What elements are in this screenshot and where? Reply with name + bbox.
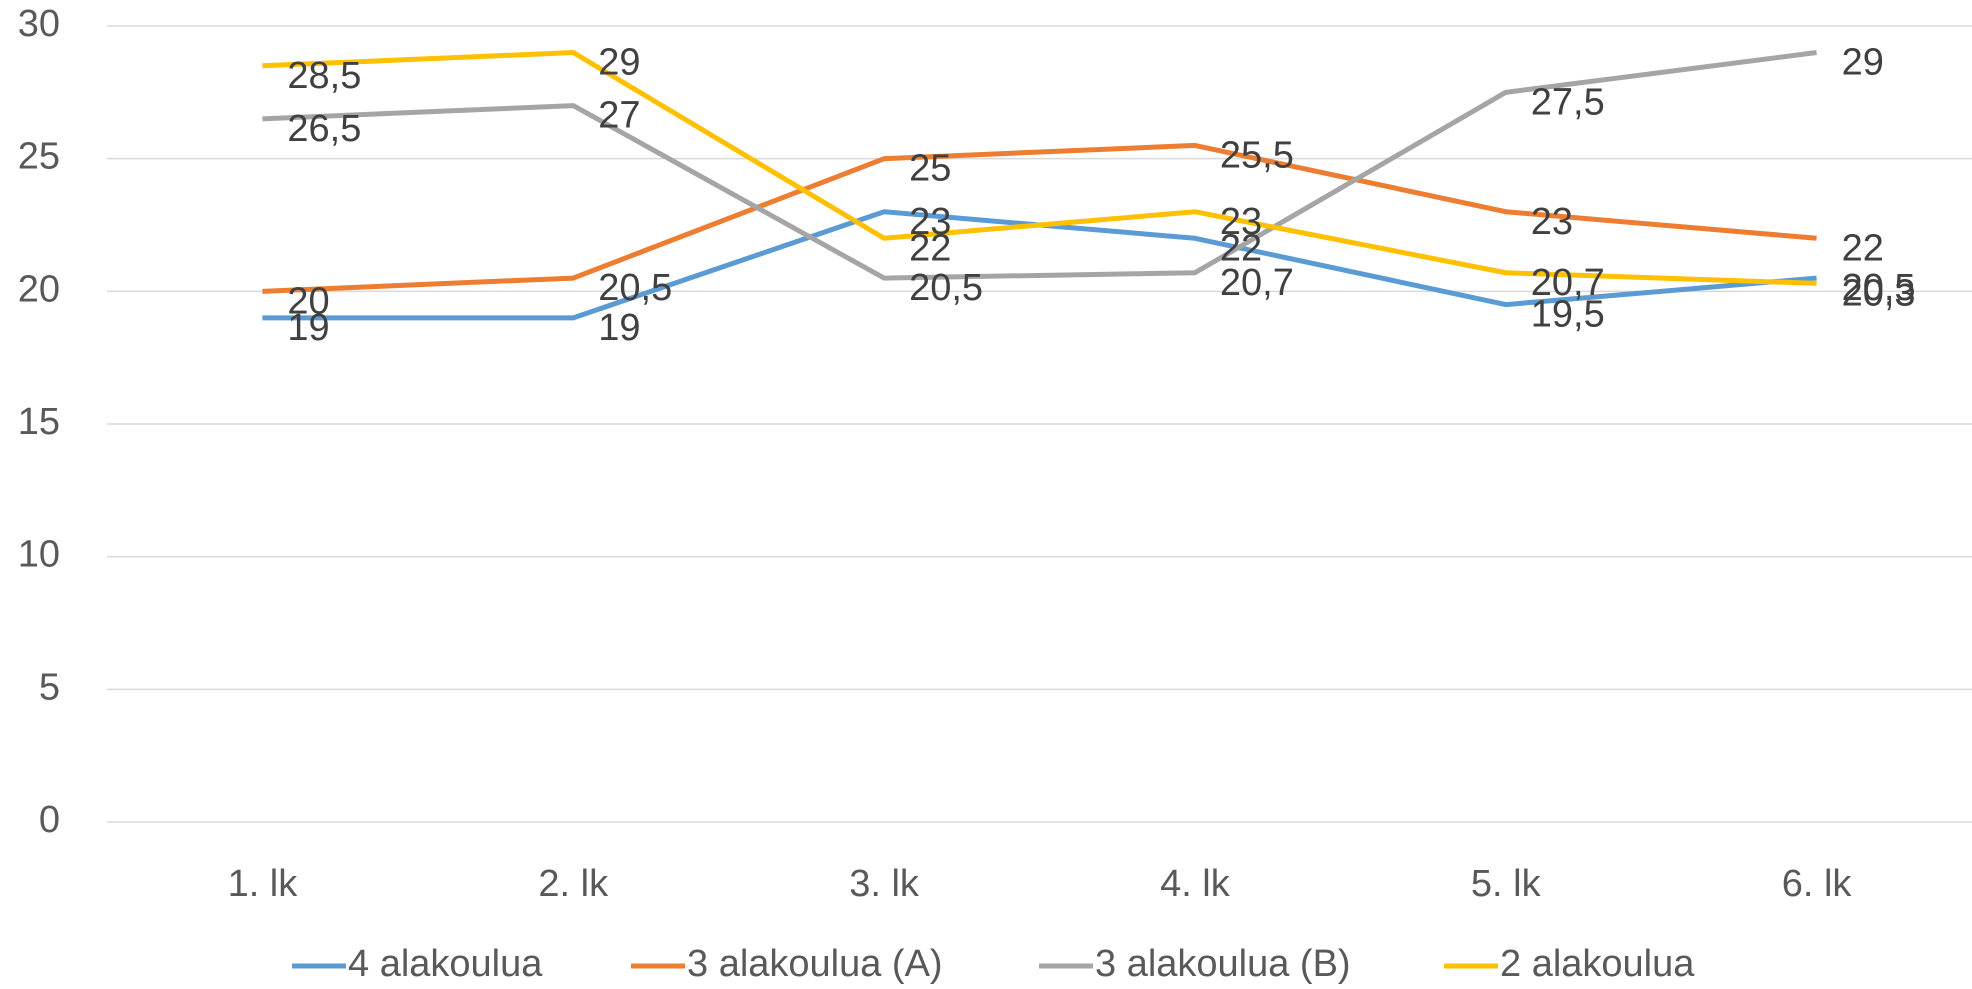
y-tick-label: 5 [39,666,60,708]
y-tick-label: 20 [18,268,60,310]
legend-label: 2 alakoulua [1500,943,1695,985]
y-tick-label: 0 [39,799,60,841]
data-label: 26,5 [287,108,361,150]
y-tick-label: 15 [18,401,60,443]
data-label: 20,3 [1842,272,1916,314]
data-label: 29 [598,42,640,84]
series-line [262,142,1817,294]
x-tick-label: 5. lk [1471,863,1542,905]
data-label: 20,5 [1842,267,1916,309]
data-label: 22 [1220,227,1262,269]
data-label: 20 [287,280,329,322]
data-label: 20,7 [1220,262,1294,304]
data-label: 25,5 [1220,134,1294,176]
data-label: 22 [909,227,951,269]
series-line [262,50,1817,286]
y-tick-label: 30 [18,3,60,45]
data-label: 23 [1220,201,1262,243]
legend-label: 3 alakoulua (A) [687,943,943,985]
data-label: 19,5 [1531,294,1605,336]
y-tick-label: 10 [18,534,60,576]
x-tick-label: 1. lk [228,863,299,905]
x-tick-label: 2. lk [538,863,609,905]
legend-label: 3 alakoulua (B) [1095,943,1351,985]
data-label: 27,5 [1531,81,1605,123]
x-tick-label: 3. lk [849,863,920,905]
data-label: 22 [1842,227,1884,269]
data-label: 23 [1531,201,1573,243]
y-tick-label: 25 [18,136,60,178]
data-label: 19 [287,307,329,349]
data-label: 27 [598,95,640,137]
data-label: 25 [909,148,951,190]
data-label: 28,5 [287,55,361,97]
data-label: 23 [909,201,951,243]
data-label: 20,5 [909,267,983,309]
series-line [262,50,1817,281]
x-tick-label: 4. lk [1160,863,1231,905]
data-label: 19 [598,307,640,349]
data-label: 20,5 [598,267,672,309]
x-tick-label: 6. lk [1782,863,1853,905]
data-label: 20,7 [1531,262,1605,304]
data-label: 29 [1842,42,1884,84]
legend-label: 4 alakoulua [348,943,543,985]
